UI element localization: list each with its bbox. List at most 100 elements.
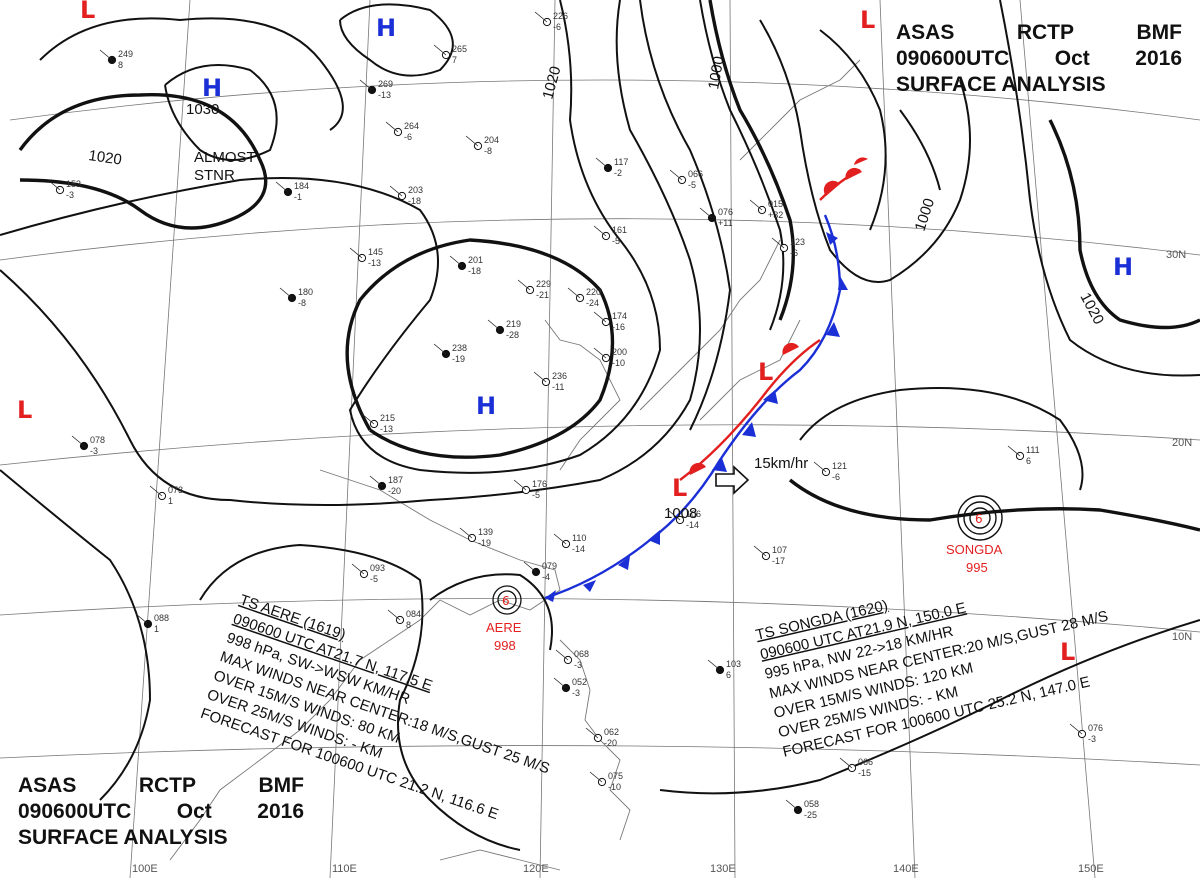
station-plot: 079-4 xyxy=(523,561,557,582)
station-pressure: 229 xyxy=(536,279,551,289)
station-pressure: 200 xyxy=(612,347,627,357)
station-plot: 062-20 xyxy=(585,727,619,748)
station-pressure: 153 xyxy=(66,179,81,189)
station-pressure: 121 xyxy=(832,461,847,471)
station-tendency: 7 xyxy=(452,55,457,65)
station-plot: 203-18 xyxy=(389,185,423,206)
isobar-label: 1000 xyxy=(705,55,728,91)
station-tendency: -25 xyxy=(804,810,817,820)
header-code: BMF xyxy=(1136,21,1183,44)
station-plot: 200-10 xyxy=(593,347,627,368)
station-plot: 066-5 xyxy=(669,169,703,190)
high-center: H xyxy=(476,392,496,420)
wind-barb xyxy=(533,371,547,383)
station-tendency: 6 xyxy=(1026,456,1031,466)
wind-barb xyxy=(749,199,763,211)
wind-barb xyxy=(595,157,609,169)
station-plot: 153-3 xyxy=(47,179,81,200)
station-tendency: -13 xyxy=(380,424,393,434)
station-plot: 226-6 xyxy=(534,11,568,32)
station-tendency: -18 xyxy=(468,266,481,276)
wind-barb xyxy=(753,545,767,557)
isobar-label: 1020 xyxy=(1076,290,1107,327)
lon-label: 100E xyxy=(132,863,158,875)
header-station: RCTP xyxy=(1016,21,1075,44)
lon-label: 110E xyxy=(332,863,357,875)
station-tendency: -24 xyxy=(586,298,599,308)
wind-barb xyxy=(513,479,527,491)
wind-barb xyxy=(589,771,603,783)
station-plot: 174-16 xyxy=(593,311,627,332)
station-pressure: 073 xyxy=(168,485,183,495)
station-tendency: -5 xyxy=(370,574,378,584)
station-tendency: -8 xyxy=(484,146,492,156)
wind-barb xyxy=(433,343,447,355)
station-tendency: -6 xyxy=(553,22,561,32)
station-plot: 107-17 xyxy=(753,545,787,566)
station-pressure: 174 xyxy=(612,311,627,321)
station-pressure: 062 xyxy=(604,727,619,737)
station-tendency: -19 xyxy=(478,538,491,548)
station-tendency: 1 xyxy=(154,624,159,634)
station-plot: 052-3 xyxy=(553,677,587,698)
low-center: L xyxy=(758,358,773,386)
station-pressure: 184 xyxy=(294,181,309,191)
station-pressure: 066 xyxy=(858,757,873,767)
station-tendency: -10 xyxy=(612,358,625,368)
station-tendency: -3 xyxy=(574,660,582,670)
wind-barb xyxy=(567,287,581,299)
wind-barb xyxy=(699,207,713,219)
station-tendency: -20 xyxy=(604,738,617,748)
cold-front xyxy=(544,214,848,602)
station-plot: 220-24 xyxy=(567,287,601,308)
station-pressure: 226 xyxy=(553,11,568,21)
station-plot: 123-6 xyxy=(771,237,805,258)
station-pressure: 107 xyxy=(772,545,787,555)
station-tendency: -15 xyxy=(858,768,871,778)
station-tendency: -10 xyxy=(608,782,621,792)
typhoon-name: SONGDA xyxy=(946,542,1003,557)
station-tendency: -4 xyxy=(542,572,550,582)
station-pressure: 180 xyxy=(298,287,313,297)
station-tendency: 8 xyxy=(118,60,123,70)
station-tendency: -5 xyxy=(612,236,620,246)
station-plot: 117-2 xyxy=(595,157,628,178)
station-plot: 058-25 xyxy=(785,799,819,820)
station-tendency: -3 xyxy=(90,446,98,456)
station-plot: 068-3 xyxy=(555,649,589,670)
low-center-value: 1008 xyxy=(664,505,697,522)
wind-barb xyxy=(553,677,567,689)
header-time: 090600UTC xyxy=(896,47,1010,70)
high-center: H xyxy=(376,14,396,42)
wind-barb xyxy=(349,247,363,259)
header-month: Oct xyxy=(176,800,212,823)
front-motion-label: 15km/hr xyxy=(754,455,808,472)
station-tendency: 1 xyxy=(168,496,173,506)
station-plot: 145-13 xyxy=(349,247,383,268)
station-tendency: -1 xyxy=(294,192,302,202)
station-pressure: 176 xyxy=(532,479,547,489)
wind-barb xyxy=(593,347,607,359)
isobar-label: 1020 xyxy=(87,147,122,168)
map-header-bottom: ASAS RCTP BMF 090600UTC Oct 2016 SURFACE… xyxy=(18,773,304,851)
station-pressure: 269 xyxy=(378,79,393,89)
wind-barb xyxy=(553,533,567,545)
station-pressure: 015 xyxy=(768,199,783,209)
low-center: L xyxy=(1060,638,1075,666)
station-tendency: -5 xyxy=(688,180,696,190)
station-plot: 269-13 xyxy=(359,79,393,100)
station-pressure: 075 xyxy=(608,771,623,781)
wind-barb xyxy=(534,11,548,23)
wind-barb xyxy=(71,435,85,447)
station-tendency: -2 xyxy=(614,168,622,178)
wind-barb xyxy=(149,485,163,497)
wind-barb xyxy=(707,659,721,671)
low-center: L xyxy=(860,6,875,34)
station-pressure: 204 xyxy=(484,135,499,145)
wind-barb xyxy=(593,311,607,323)
wind-barb xyxy=(275,181,289,193)
station-plot: 066-15 xyxy=(839,757,873,778)
